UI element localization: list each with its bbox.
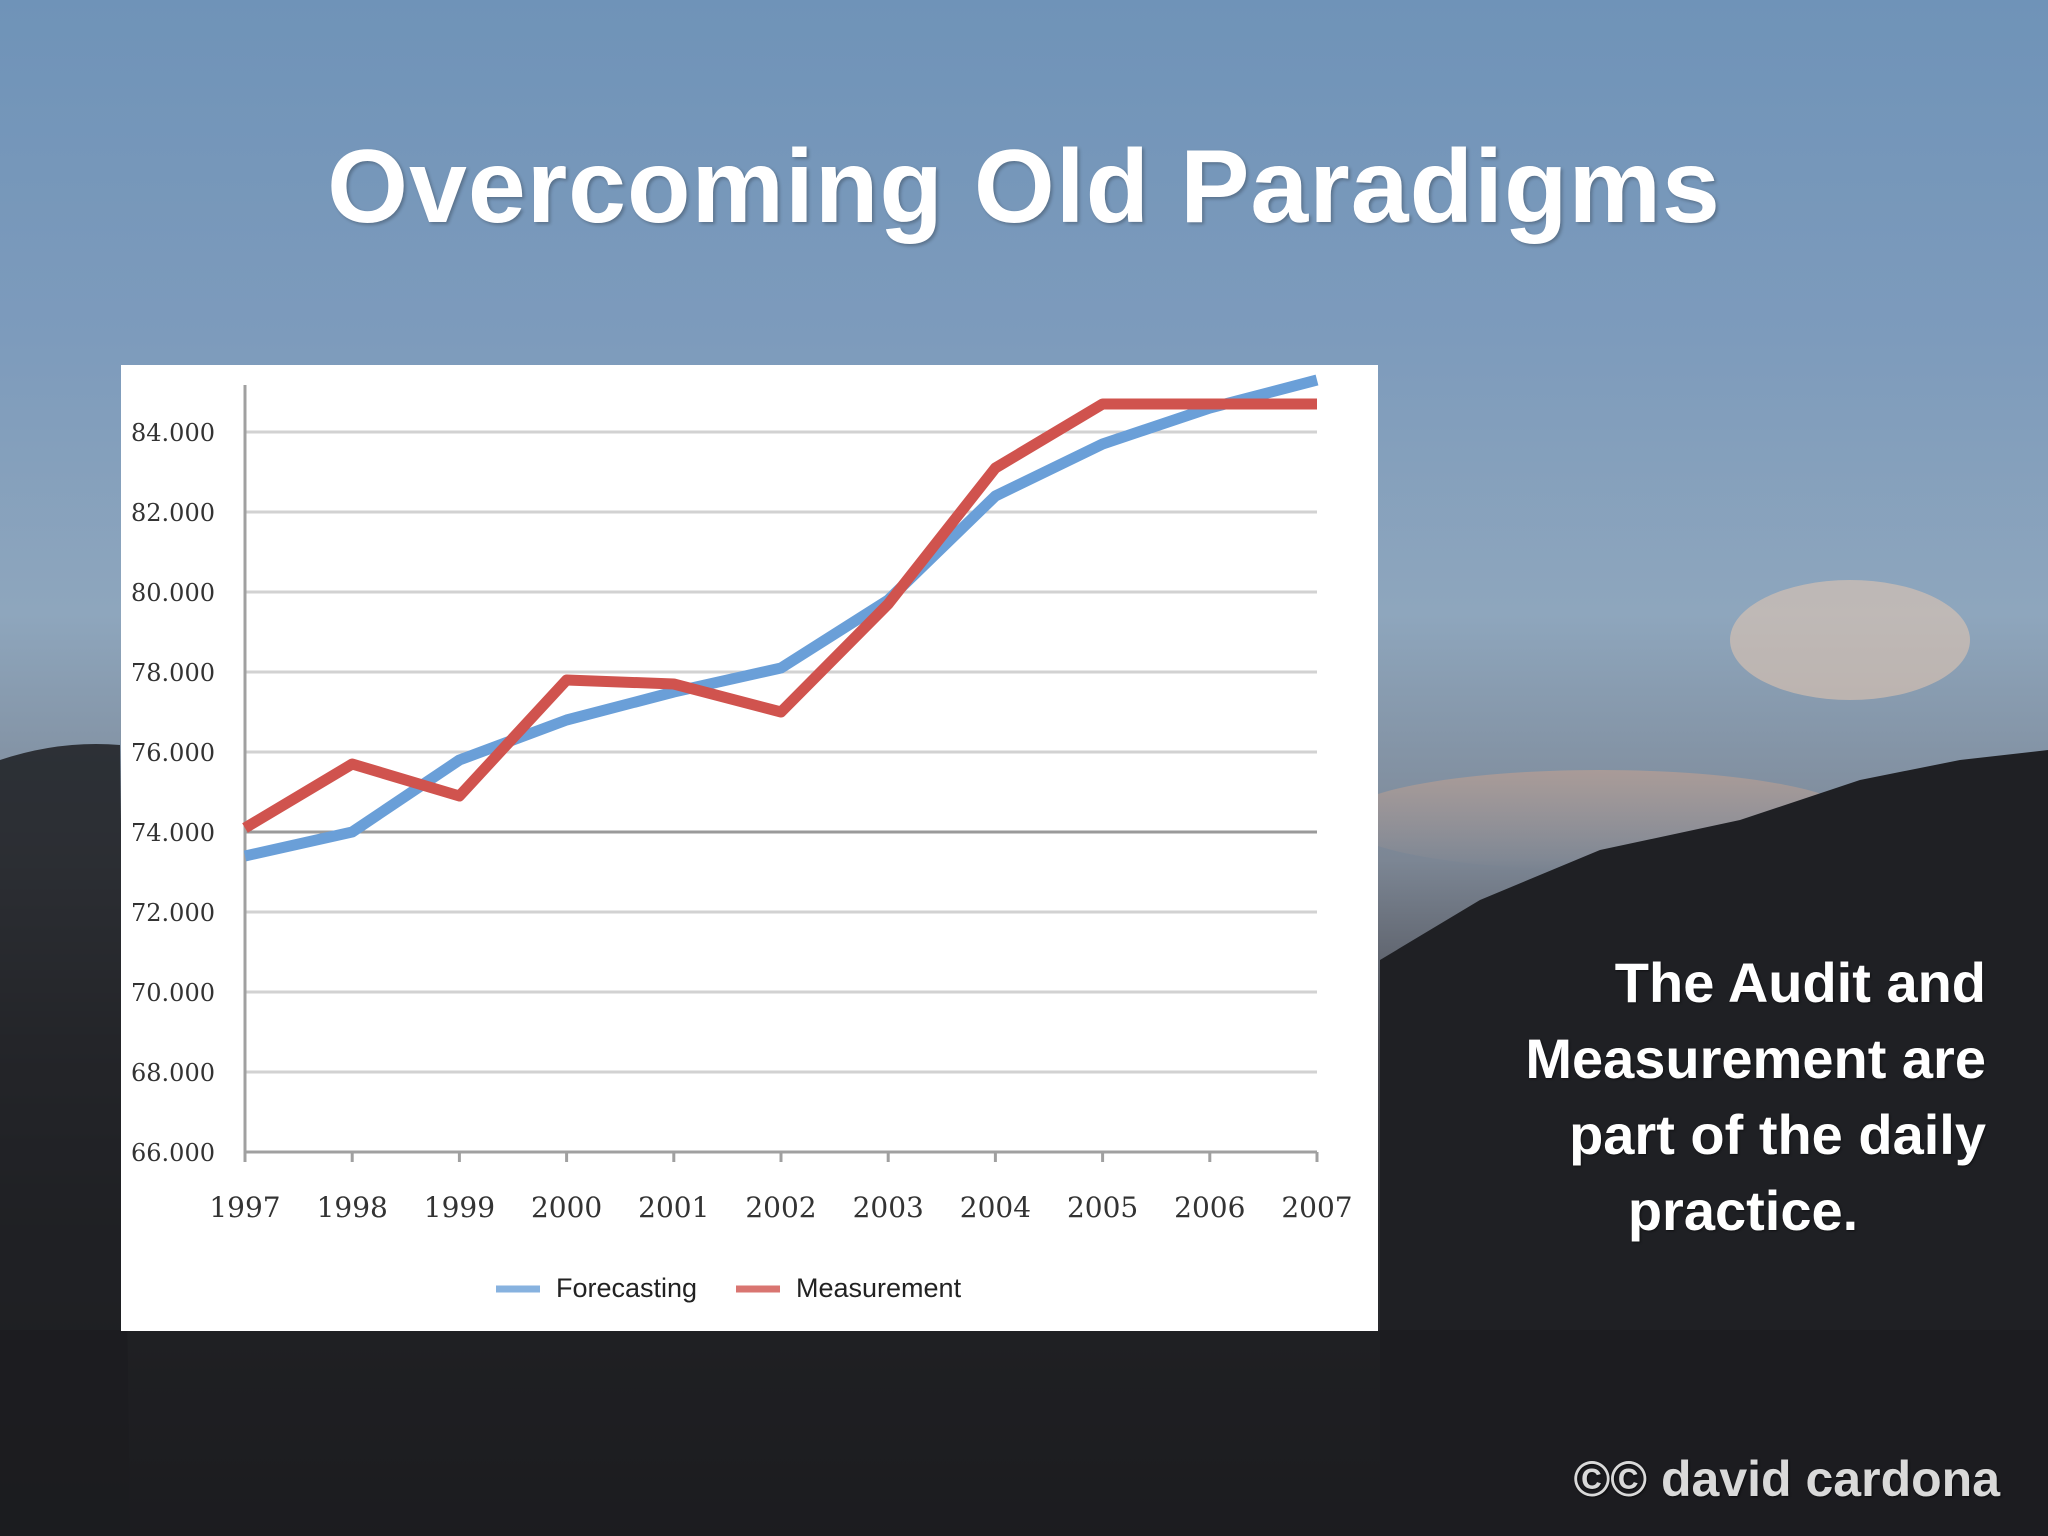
x-tick-label: 1998 [317, 1191, 388, 1224]
side-caption-line-3: part of the daily [1569, 1103, 1986, 1166]
side-caption-line-4: practice. [1627, 1179, 1859, 1242]
y-tick-label: 78.000 [131, 659, 215, 687]
x-tick-label: 2007 [1281, 1191, 1352, 1224]
y-tick-label: 70.000 [131, 979, 215, 1007]
x-tick-label: 2003 [853, 1191, 924, 1224]
legend-label-measurement: Measurement [796, 1273, 962, 1303]
x-tick-label: 2004 [960, 1191, 1031, 1224]
x-tick-label: 2005 [1067, 1191, 1138, 1224]
y-tick-label: 76.000 [131, 739, 215, 767]
y-tick-label: 80.000 [131, 579, 215, 607]
legend-label-forecasting: Forecasting [556, 1273, 697, 1303]
y-tick-label: 66.000 [131, 1139, 215, 1167]
side-caption-line-2: Measurement are [1525, 1027, 1986, 1090]
y-tick-label: 72.000 [131, 899, 215, 927]
slide-title: Overcoming Old Paradigms [327, 129, 1721, 245]
x-tick-label: 2006 [1174, 1191, 1245, 1224]
x-tick-label: 2002 [745, 1191, 816, 1224]
x-tick-label: 2001 [638, 1191, 709, 1224]
y-tick-label: 74.000 [131, 819, 215, 847]
x-tick-label: 1997 [209, 1191, 280, 1224]
side-caption: The Audit and Measurement are part of th… [1440, 945, 1986, 1249]
y-tick-label: 68.000 [131, 1059, 215, 1087]
x-tick-label: 1999 [424, 1191, 495, 1224]
y-tick-label: 82.000 [131, 499, 215, 527]
series-line-measurement [242, 398, 1317, 833]
y-tick-label: 84.000 [131, 419, 215, 447]
author-credit: ©© david cardona [1573, 1451, 2000, 1507]
line-chart: 66.000 68.000 70.000 72.000 74.000 76.000 78.0… [121, 365, 1378, 1331]
side-caption-line-1: The Audit and [1614, 951, 1986, 1014]
x-tick-label: 2000 [531, 1191, 602, 1224]
